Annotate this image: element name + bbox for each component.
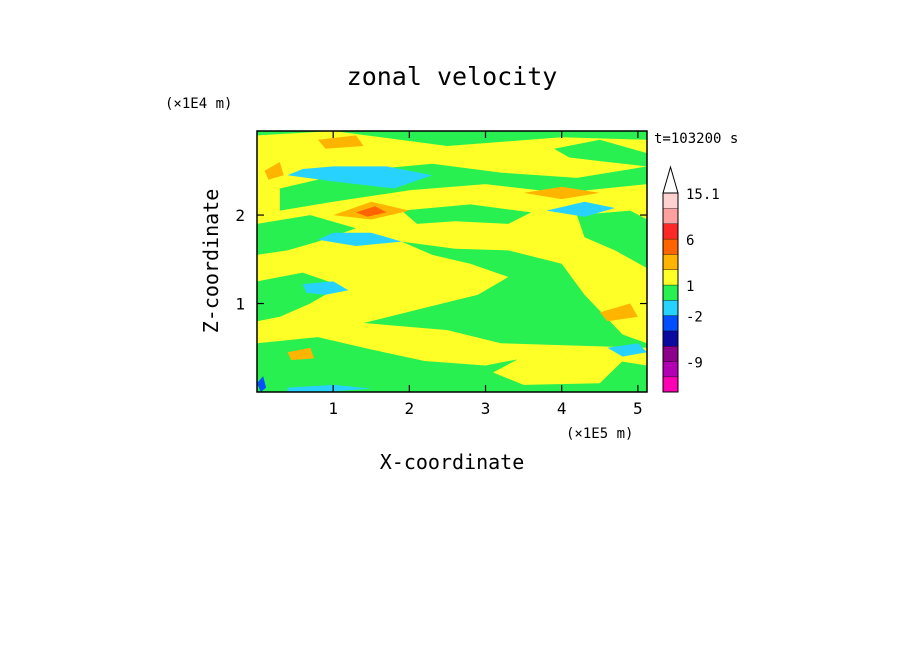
x-scale-label: (×1E5 m) — [566, 426, 633, 442]
field-region-10 — [287, 166, 433, 189]
colorbar-label-6: 1 — [686, 279, 694, 295]
x-tick-label-3: 4 — [557, 399, 567, 418]
y-tick-label-0: 1 — [235, 295, 245, 314]
y-axis-label: Z-coordinate — [199, 189, 223, 334]
colorbar-cell-7 — [663, 269, 678, 285]
field-region-8 — [493, 352, 623, 385]
field-region-4 — [363, 241, 647, 348]
field-region-0 — [257, 131, 647, 146]
colorbar-cell-10 — [663, 223, 678, 239]
colorbar-cell-0 — [663, 376, 678, 392]
colorbar-label-4: -2 — [686, 309, 703, 325]
x-tick-label-4: 5 — [633, 399, 643, 418]
colorbar-cell-5 — [663, 300, 678, 316]
colorbar-cell-1 — [663, 361, 678, 377]
field-region-12 — [302, 281, 349, 295]
colorbar-label-1: -9 — [686, 355, 703, 371]
field-region-3 — [257, 215, 356, 255]
plot-frame — [256, 130, 648, 393]
colorbar-cell-2 — [663, 346, 678, 362]
colorbar: -9 -2 1 6 15.1 — [662, 165, 720, 393]
field-region-17 — [523, 186, 600, 200]
x-tick-label-2: 3 — [481, 399, 491, 418]
colorbar-label-12: 15.1 — [686, 187, 720, 203]
field-region-22 — [356, 206, 387, 217]
field-region-9 — [554, 139, 647, 167]
field-region-21 — [317, 135, 364, 149]
field-region-14 — [607, 343, 647, 357]
colorbar-cell-3 — [663, 330, 678, 347]
y-ticks: 12 — [235, 206, 647, 314]
x-ticks: 1 2 3 4 5 — [328, 131, 643, 418]
x-tick-label-1: 2 — [405, 399, 415, 418]
field-region-23 — [257, 376, 267, 392]
x-tick-label-0: 1 — [328, 399, 338, 418]
field-region-13 — [546, 201, 615, 217]
field-region-6 — [576, 210, 647, 269]
y-tick-label-1: 2 — [235, 206, 245, 225]
colorbar-cell-4 — [663, 315, 678, 331]
field-region-11 — [317, 232, 402, 246]
chart-title: zonal velocity — [347, 62, 558, 91]
colorbar-cell-8 — [663, 254, 678, 270]
field-region-2 — [401, 204, 532, 224]
field-region-19 — [287, 347, 315, 361]
colorbar-extend-max — [662, 165, 679, 194]
field-region-18 — [264, 162, 284, 180]
colorbar-cell-6 — [663, 284, 678, 301]
field-region-15 — [287, 384, 372, 392]
colorbar-frame — [662, 192, 679, 393]
y-scale-label: (×1E4 m) — [165, 96, 232, 112]
x-axis-label: X-coordinate — [380, 450, 525, 474]
colorbar-cell-9 — [663, 238, 678, 255]
colorbar-cell-11 — [663, 208, 678, 224]
colorbar-label-9: 6 — [686, 233, 694, 249]
colorbar-cell-12 — [663, 193, 678, 209]
field-region-20 — [599, 303, 638, 322]
time-label: t=103200 s — [654, 131, 738, 147]
velocity-field — [257, 131, 647, 392]
